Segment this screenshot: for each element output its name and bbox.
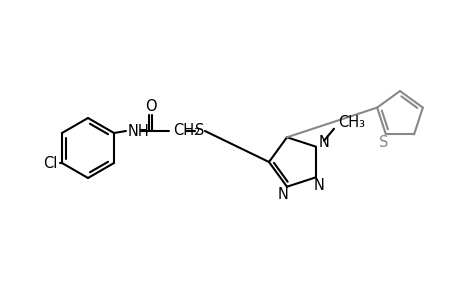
Text: CH₃: CH₃ — [337, 115, 364, 130]
Text: O: O — [144, 98, 156, 113]
Text: S: S — [378, 135, 388, 150]
Text: Cl: Cl — [43, 155, 57, 170]
Text: N: N — [313, 178, 324, 193]
Text: S: S — [195, 122, 204, 137]
Text: NH: NH — [128, 124, 150, 139]
Text: N: N — [277, 187, 288, 202]
Text: N: N — [319, 135, 329, 150]
Text: CH₂: CH₂ — [173, 122, 200, 137]
